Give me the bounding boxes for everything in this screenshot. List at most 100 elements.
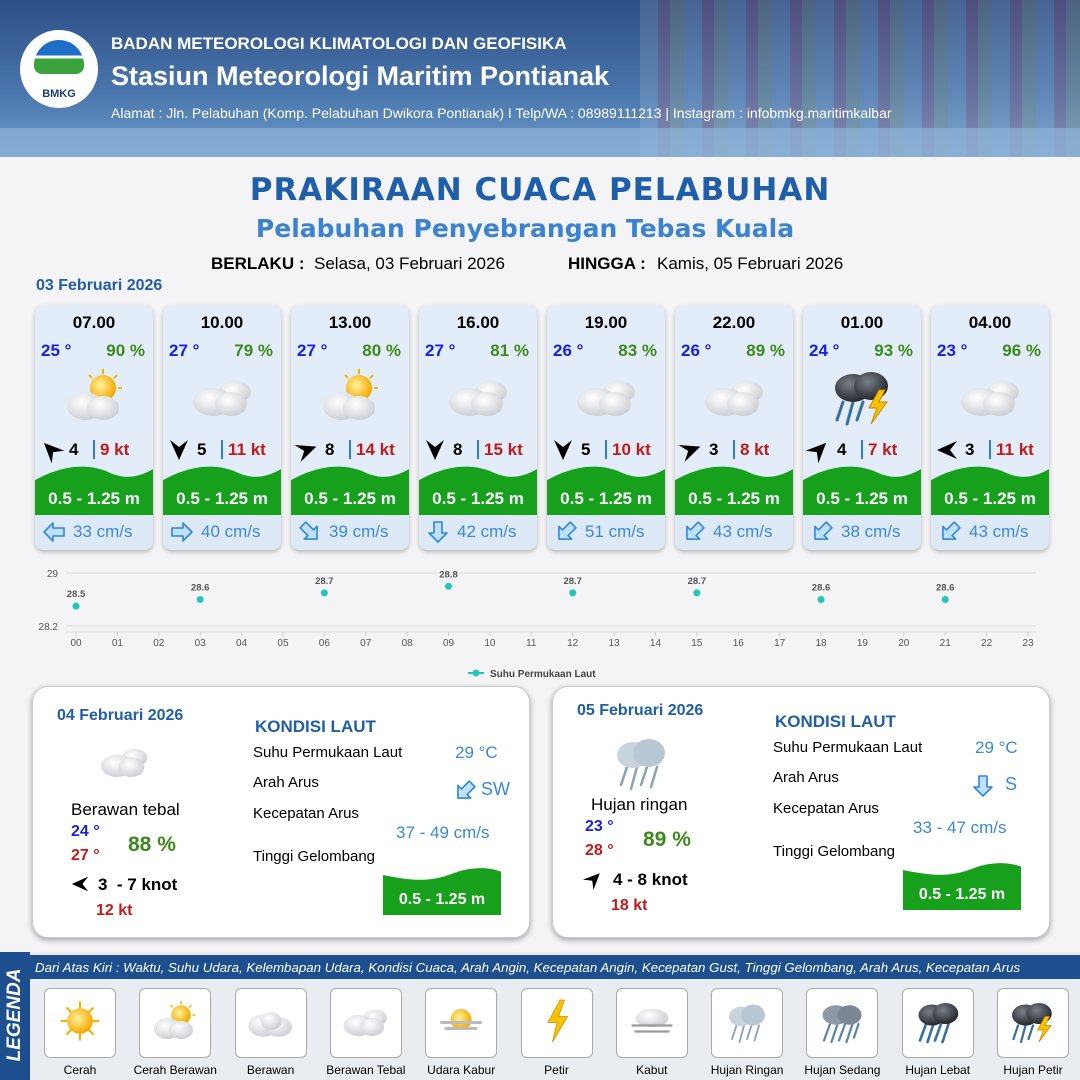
forecast-card: 19.00 26 ° 83 % 5 10 kt 0.5 - 1.25 m 51 cm/s [547,305,665,550]
data-label: 28.8 [439,569,458,580]
wave-height: 0.5 - 1.25 m [560,489,652,508]
humidity: 90 % [106,341,145,360]
legend-icon [631,1007,673,1033]
temp-max: 27 ° [71,847,100,864]
wave-label: Tinggi Gelombang [773,843,896,860]
wave-shape [291,466,409,515]
legend-label: Berawan [246,1063,295,1077]
sea-title: KONDISI LAUT [255,717,376,736]
day-panel: 05 Februari 2026 Hujan ringan 23 ° 28 ° 89 %… [552,686,1050,938]
current-speed: 43 cm/s [969,522,1029,541]
temp-min: 24 ° [71,823,100,840]
dir-value: SW [481,779,510,799]
wave-height: 0.5 - 1.25 m [688,489,780,508]
current-speed: 51 cm/s [585,522,645,541]
current-arrow [450,776,480,806]
legend-box [520,988,593,1058]
x-tick-label: 02 [153,638,165,649]
x-tick-label: 23 [1022,638,1034,649]
wave-height: 0.5 - 1.25 m [816,489,908,508]
wind-speed: 3 [709,440,719,459]
x-tick-label: 06 [319,638,331,649]
data-label: 28.7 [563,576,582,587]
legend-icon [248,1012,292,1037]
legend-label: Cerah Berawan [133,1063,217,1077]
air-temp: 23 ° [937,341,968,360]
valid-from: Selasa, 03 Februari 2026 [314,254,505,273]
air-temp: 27 ° [425,341,456,360]
current-arrow [171,522,193,542]
humidity: 81 % [490,341,529,360]
wave-value: 0.5 - 1.25 m [918,886,1006,903]
temp-min: 23 ° [585,818,614,835]
x-tick-label: 13 [609,638,621,649]
wave-shape [383,868,501,915]
data-label: 28.6 [191,583,210,594]
time: 07.00 [72,313,116,332]
weather-text: Berawan tebal [71,800,180,819]
dir-label: Arah Arus [773,769,839,786]
air-temp: 27 ° [169,341,200,360]
sst-label: Suhu Permukaan Laut [253,744,403,761]
legend-note: Dari Atas Kiri : Waktu, Suhu Udara, Kele… [35,960,1021,975]
speed-label: Kecepatan Arus [253,805,359,822]
x-tick-label: 03 [195,638,207,649]
wave-height: 0.5 - 1.25 m [432,489,524,508]
legend-label: Kabut [636,1063,668,1077]
y-tick-label: 29 [47,569,59,580]
wind-range: 3 - 7 knot [98,875,178,894]
wind-range: 4 - 8 knot [613,870,688,889]
x-tick-label: 16 [733,638,745,649]
data-point [320,589,328,597]
weather-text: Hujan ringan [591,795,688,814]
forecast-card: 10.00 27 ° 79 % 5 11 kt 0.5 - 1.25 m 40 cm/s [163,305,281,550]
x-tick-label: 11 [526,638,537,649]
legend-label: Suhu Permukaan Laut [490,669,596,680]
x-tick-label: 18 [815,638,827,649]
wave-height: 0.5 - 1.25 m [304,489,396,508]
data-point [693,589,701,597]
legend-icon [728,1003,767,1044]
legend-label: Hujan Sedang [804,1063,881,1077]
wave-height: 0.5 - 1.25 m [944,489,1036,508]
wave-shape [803,466,921,515]
humidity: 89 % [643,828,691,851]
current-arrow [43,522,65,542]
humidity: 79 % [234,341,273,360]
sst-value: 29 °C [975,738,1018,757]
wave-height: 0.5 - 1.25 m [176,489,268,508]
legend-label: Hujan Lebat [905,1063,971,1077]
sst-chart: 28.2 29 00 01 02 03 04 05 06 07 08 09 10 11 12 13 14 15 16… [39,569,1036,680]
forecast-card: 07.00 25 ° 90 % 4 9 kt 0.5 - 1.25 m 33 cm/s [35,305,153,550]
speed-value: 33 - 47 cm/s [913,818,1007,837]
weather-icon [193,381,251,416]
legend-label: Cerah [63,1063,97,1077]
legend-label: Hujan Ringan [710,1063,784,1077]
humidity: 96 % [1002,341,1041,360]
wind-speed: 5 [581,440,591,459]
dir-value: S [1005,774,1018,794]
legend-label: Berawan Tebal [326,1063,406,1077]
title: PRAKIRAAN CUACA PELABUHAN [249,172,831,208]
wave-label: Tinggi Gelombang [253,848,376,865]
forecast-card: 16.00 27 ° 81 % 8 15 kt 0.5 - 1.25 m 42 cm/s [419,305,537,550]
valid-to: Kamis, 05 Februari 2026 [657,254,844,273]
current-arrow [428,521,448,543]
x-tick-label: 12 [567,638,579,649]
air-temp: 25 ° [41,341,72,360]
time: 22.00 [712,313,756,332]
wave-shape [419,466,537,515]
data-label: 28.7 [315,576,334,587]
legend-box [234,988,307,1058]
legend-icon [59,1000,101,1042]
valid-from-label: BERLAKU : [211,254,305,273]
y-tick-label: 28.2 [39,622,59,633]
x-tick-label: 04 [236,638,248,649]
data-point [445,582,453,590]
forecast-card: 22.00 26 ° 89 % 3 8 kt 0.5 - 1.25 m 43 cm/s [675,305,793,550]
wind-speed: 5 [197,440,207,459]
weather-icon [101,749,148,777]
wind-arrow [937,441,957,459]
wind-speed: 4 [69,440,79,459]
time: 04.00 [968,313,1012,332]
